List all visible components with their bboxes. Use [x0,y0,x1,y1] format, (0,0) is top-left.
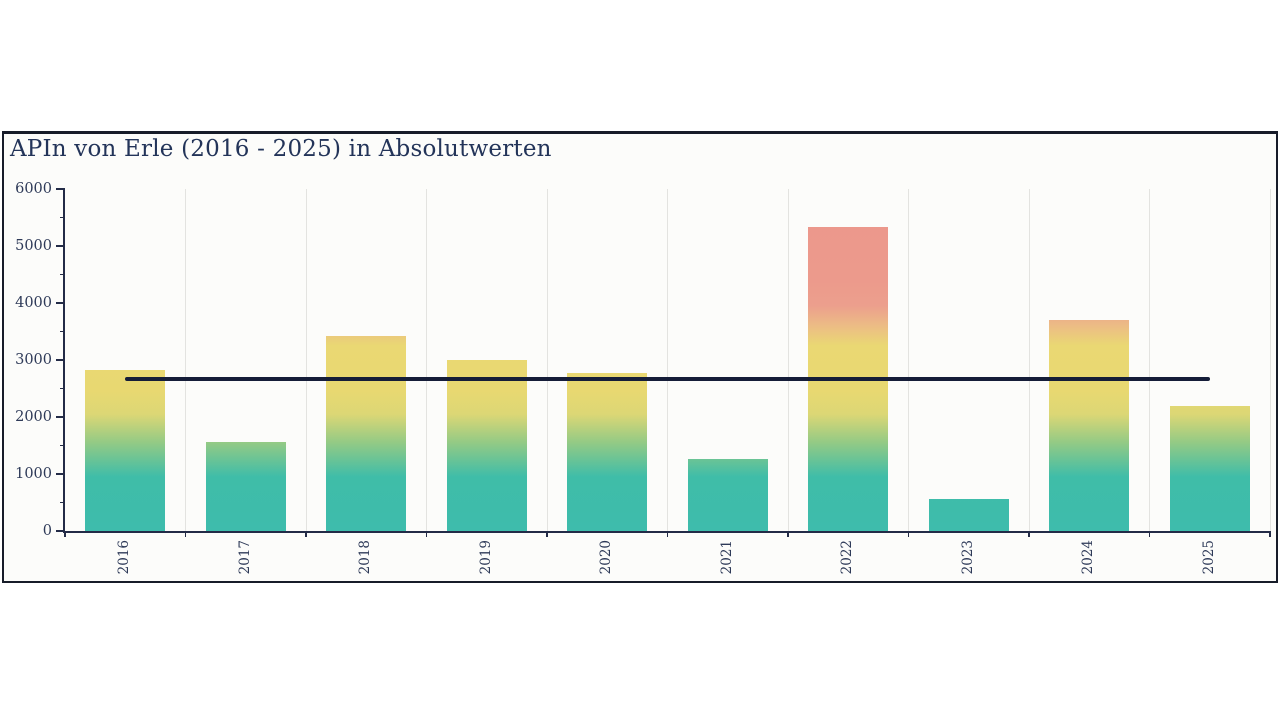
x-axis-tick [305,531,307,537]
x-axis-tick [184,531,187,537]
y-axis-minor-tick [60,216,65,219]
x-tick-label: 2025 [1200,540,1217,575]
y-axis-major-tick [56,530,65,532]
category-boundary-gridline [1028,189,1030,531]
y-axis-major-tick [56,188,65,190]
bar-2016 [85,369,166,531]
x-tick-label: 2020 [598,540,615,575]
bar-2025 [1169,406,1250,531]
y-tick-label: 2000 [15,409,52,425]
x-axis-tick [546,531,548,537]
category-boundary-gridline [546,189,548,531]
y-axis-minor-tick [60,273,65,276]
y-axis-major-tick [56,473,65,475]
y-axis-minor-tick [60,387,65,390]
category-boundary-gridline [185,189,186,531]
x-axis-tick [1028,531,1030,537]
x-axis-tick [787,531,789,537]
category-boundary-gridline [1269,189,1271,531]
bar-2018 [326,335,407,531]
x-tick-label: 2024 [1080,540,1097,575]
x-axis-tick [1269,531,1271,537]
category-boundary-gridline [787,189,789,531]
category-boundary-gridline [667,189,668,531]
y-axis-minor-tick [60,501,65,504]
bar-2024 [1049,320,1130,531]
bar-2020 [567,373,648,531]
x-axis-tick [1148,531,1151,537]
y-axis-major-tick [56,245,65,247]
category-boundary-gridline [426,189,427,531]
figure-frame: APIn von Erle (2016 - 2025) in Absolutwe… [2,131,1278,583]
y-axis-major-tick [56,416,65,418]
plot-area: 0 1000 2000 3000 4000 5000 6000 2016 2017 2018 201… [15,181,1271,574]
bar-2021 [687,459,768,531]
x-tick-label: 2021 [718,540,735,575]
y-axis-minor-tick [60,444,65,447]
y-axis-major-tick [56,302,65,304]
x-tick-label: 2023 [959,540,976,575]
y-tick-label: 5000 [15,238,52,254]
x-axis-tick [666,531,669,537]
category-boundary-gridline [1149,189,1150,531]
mean-line [125,377,1210,382]
x-tick-label: 2022 [839,540,856,575]
x-tick-label: 2019 [477,540,494,575]
category-boundary-gridline [908,189,909,531]
y-tick-label: 6000 [15,181,52,197]
y-tick-label: 4000 [15,295,52,311]
x-axis-tick [907,531,910,537]
x-axis-tick [425,531,428,537]
y-axis-minor-tick [60,330,65,333]
x-tick-label: 2017 [236,540,253,575]
x-tick-label: 2016 [116,540,133,575]
x-axis-tick [64,531,66,537]
chart-title: APIn von Erle (2016 - 2025) in Absolutwe… [10,136,552,162]
y-tick-label: 0 [42,523,52,539]
bar-2019 [446,360,527,531]
x-tick-label: 2018 [357,540,374,575]
y-tick-label: 3000 [15,352,52,368]
bar-2017 [205,442,286,531]
y-axis-major-tick [56,359,65,361]
bar-2023 [928,498,1009,531]
y-tick-label: 1000 [15,466,52,482]
category-boundary-gridline [305,189,307,531]
